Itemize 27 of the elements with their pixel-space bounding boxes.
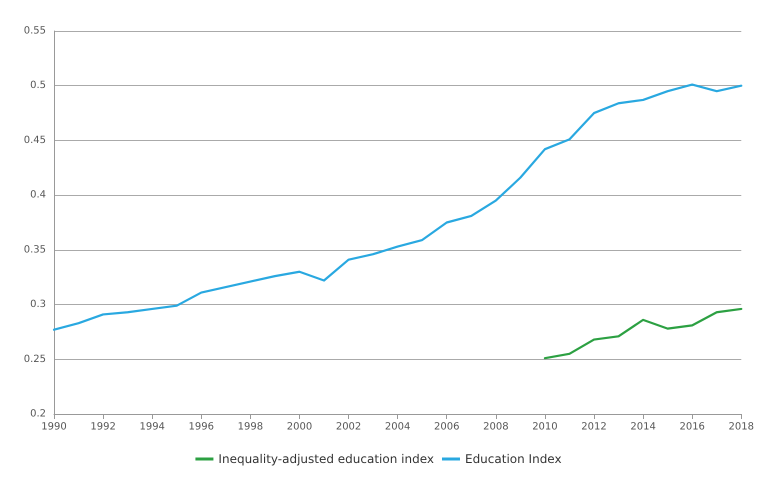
- line-series: [52, 84, 742, 331]
- y-tick-label: 0.45: [24, 134, 46, 146]
- y-tick-label: 0.4: [30, 190, 46, 201]
- y-tick-label: 0.3: [30, 299, 46, 310]
- line-series: [544, 308, 742, 360]
- x-tick-label: 2002: [336, 422, 362, 432]
- x-tick-label: 2010: [532, 422, 558, 432]
- y-tick-label: 0.2: [30, 408, 46, 420]
- x-tick-label: 2016: [679, 422, 705, 432]
- y-tick-label: 0.5: [30, 80, 46, 92]
- x-tick-label: 1996: [188, 422, 214, 432]
- x-tick-label: 1998: [238, 422, 264, 432]
- y-tick-label: 0.25: [24, 354, 46, 365]
- x-tick-label: 2018: [728, 422, 754, 432]
- y-tick-label: 0.35: [24, 244, 46, 256]
- x-tick-label: 2004: [384, 422, 410, 432]
- legend-label: Education Index: [464, 452, 562, 466]
- x-tick-label: 2012: [581, 422, 607, 432]
- x-tick-label: 1992: [90, 422, 116, 432]
- x-tick-label: 2014: [630, 422, 656, 432]
- x-tick-label: 2008: [483, 422, 509, 432]
- x-tick-label: 1990: [41, 422, 67, 432]
- y-tick-label: 0.55: [24, 26, 46, 36]
- x-tick-label: 1994: [139, 422, 165, 432]
- legend-label: Inequality-adjusted education index: [218, 452, 434, 466]
- x-tick-label: 2000: [286, 422, 312, 432]
- x-tick-label: 2006: [434, 422, 460, 432]
